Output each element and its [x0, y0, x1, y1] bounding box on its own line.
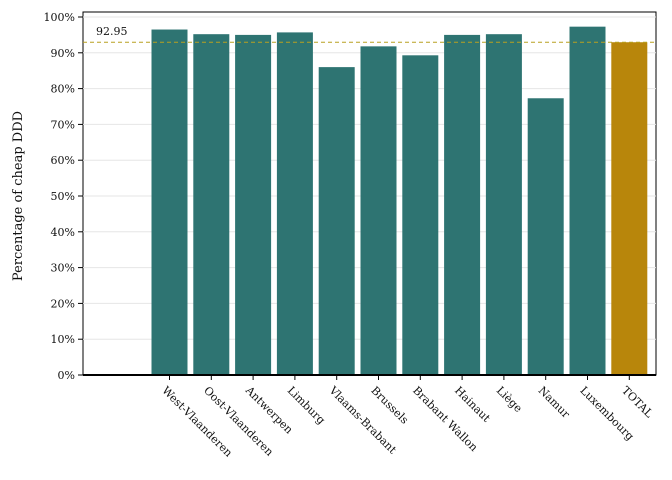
bar [569, 26, 606, 375]
y-tick-label: 70% [51, 118, 75, 131]
bar [360, 46, 397, 376]
bar [527, 98, 564, 376]
bar [402, 55, 439, 375]
bar [276, 32, 313, 375]
y-tick-label: 0% [58, 369, 75, 382]
y-tick-label: 10% [51, 333, 75, 346]
bar [235, 34, 272, 376]
bar [485, 34, 522, 376]
y-tick-label: 90% [51, 47, 75, 60]
bar [318, 67, 355, 376]
y-axis: 0% 10% 20% 30% 40% 50% 60% 70% 80% 90% 100% [44, 11, 83, 382]
x-tick-label: TOTAL [619, 384, 656, 421]
y-axis-title: Percentage of cheap DDD [11, 111, 26, 281]
bar [193, 34, 230, 376]
bar-total [611, 42, 648, 375]
x-axis: West-VlaanderenOost-VlaanderenAntwerpenL… [83, 374, 656, 460]
x-tick-label: West-Vlaanderen [159, 384, 235, 460]
y-tick-label: 60% [51, 154, 75, 167]
bars [151, 26, 648, 376]
x-tick-label: Hainaut [452, 384, 493, 425]
bar [444, 34, 481, 376]
reference-label: 92.95 [96, 25, 128, 38]
x-tick-label: Limburg [285, 384, 328, 427]
y-tick-label: 40% [51, 226, 75, 239]
x-tick-label: Brussels [368, 384, 411, 427]
y-tick-label: 80% [51, 83, 75, 96]
x-tick-label: Namur [536, 384, 573, 421]
bar [151, 29, 188, 376]
y-tick-label: 100% [44, 11, 75, 24]
y-tick-label: 50% [51, 190, 75, 203]
y-tick-label: 20% [51, 297, 75, 310]
x-tick-label: Liège [494, 384, 525, 415]
y-tick-label: 30% [51, 262, 75, 275]
